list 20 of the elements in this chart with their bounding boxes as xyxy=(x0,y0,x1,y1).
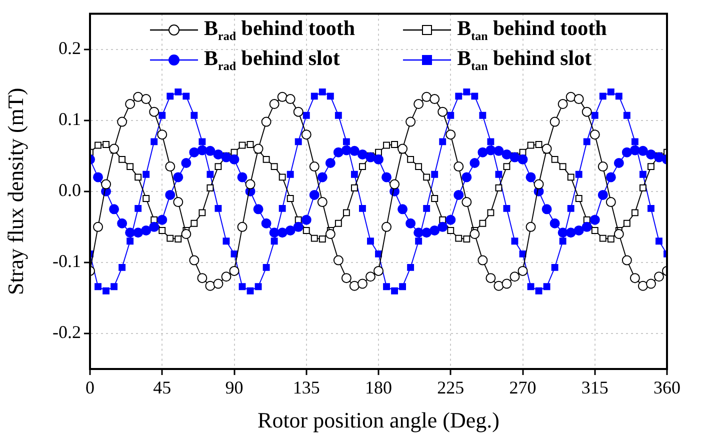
legend-label: B$_{rad}$ behind slot xyxy=(204,46,340,74)
x-tick-label: 0 xyxy=(86,378,94,398)
y-axis-title: Stray flux density (mT) xyxy=(2,88,28,295)
y-tick-label: -0.1 xyxy=(52,251,81,272)
legend-label: B$_{rad}$ behind tooth xyxy=(204,16,356,44)
x-tick-label: 90 xyxy=(225,378,244,398)
legend-label: B$_{tan}$ behind tooth xyxy=(457,16,607,44)
y-tick-label: 0.2 xyxy=(58,38,81,58)
legend-label: B$_{tan}$ behind slot xyxy=(457,46,592,74)
y-tick-label: -0.2 xyxy=(52,322,81,342)
y-tick-label: 0.1 xyxy=(58,109,81,130)
x-tick-label: 180 xyxy=(365,378,392,398)
x-tick-label: 315 xyxy=(581,378,608,398)
x-axis-title: Rotor position angle (Deg.) xyxy=(258,408,500,433)
x-tick-label: 135 xyxy=(292,378,320,398)
x-tick-label: 360 xyxy=(654,378,680,398)
x-tick-label: 225 xyxy=(437,378,464,398)
y-tick-label: 0.0 xyxy=(58,180,81,200)
x-tick-label: 270 xyxy=(509,378,536,398)
x-tick-label: 45 xyxy=(153,378,172,398)
